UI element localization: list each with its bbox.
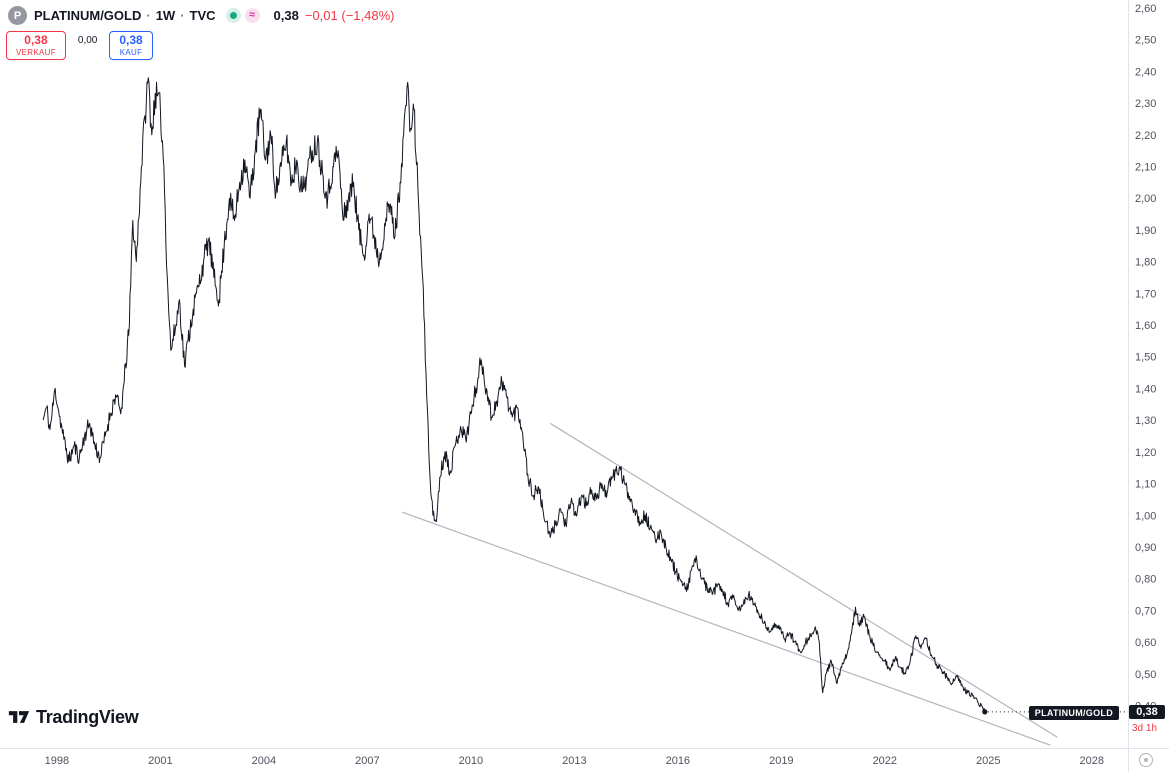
series-name-tag: PLATINUM/GOLD [1028, 706, 1119, 720]
price-axis-label: 1,90 [1135, 225, 1156, 237]
tradingview-logo-icon [8, 711, 30, 723]
time-axis-label: 2001 [148, 755, 172, 767]
price-axis-label: 1,30 [1135, 415, 1156, 427]
chart-settings-dot [1144, 758, 1148, 762]
buy-label: KAUF [119, 47, 143, 57]
price-axis-label: 1,70 [1135, 288, 1156, 300]
price-axis-label: 2,30 [1135, 98, 1156, 110]
exchange-label[interactable]: TVC [189, 8, 216, 23]
price-axis-label: 2,00 [1135, 193, 1156, 205]
time-axis-label: 2019 [769, 755, 793, 767]
tradingview-logo-text: TradingView [36, 706, 139, 727]
price-axis[interactable] [1128, 0, 1169, 748]
time-axis-label: 2004 [252, 755, 276, 767]
buy-price: 0,38 [119, 33, 143, 47]
trade-panel: 0,38 VERKAUF 0,00 0,38 KAUF [6, 31, 153, 60]
chart-settings-icon[interactable] [1139, 753, 1153, 767]
price-axis-label: 0,60 [1135, 637, 1156, 649]
price-axis-label: 2,10 [1135, 161, 1156, 173]
price-axis-label: 1,00 [1135, 510, 1156, 522]
synthetic-symbol-icon[interactable]: ≈ [244, 8, 260, 23]
tradingview-logo[interactable]: TradingView [8, 706, 139, 728]
price-axis-label: 1,20 [1135, 447, 1156, 459]
sell-button[interactable]: 0,38 VERKAUF [6, 31, 66, 60]
spread-value: 0,00 [77, 34, 98, 46]
time-axis-label: 2010 [459, 755, 483, 767]
time-axis-label: 2025 [976, 755, 1000, 767]
bar-close-countdown: 3d 1h [1132, 723, 1158, 734]
price-axis-label: 2,20 [1135, 130, 1156, 142]
price-axis-label: 1,10 [1135, 479, 1156, 491]
symbol-header: P PLATINUM/GOLD · 1W · TVC ≈ 0,38 −0,01 … [8, 6, 394, 25]
price-axis-label: 1,40 [1135, 383, 1156, 395]
price-axis-label: 0,70 [1135, 605, 1156, 617]
market-status-icon[interactable] [225, 8, 241, 23]
last-price-tag: 0,38 [1129, 705, 1165, 719]
trendline-upper[interactable] [549, 422, 1058, 738]
last-price-dot [982, 709, 988, 715]
time-axis-label: 2022 [873, 755, 897, 767]
time-axis-label: 1998 [45, 755, 69, 767]
time-axis-label: 2013 [562, 755, 586, 767]
time-axis-label: 2007 [355, 755, 379, 767]
price-axis-label: 1,50 [1135, 352, 1156, 364]
buy-button[interactable]: 0,38 KAUF [109, 31, 153, 60]
price-axis-label: 0,50 [1135, 669, 1156, 681]
price-axis-label: 1,80 [1135, 257, 1156, 269]
price-axis-label: 1,60 [1135, 320, 1156, 332]
price-axis-label: 0,90 [1135, 542, 1156, 554]
time-axis-label: 2028 [1080, 755, 1104, 767]
price-line[interactable] [42, 77, 986, 713]
price-axis-label: 2,40 [1135, 66, 1156, 78]
price-axis-label: 0,80 [1135, 574, 1156, 586]
sell-label: VERKAUF [16, 47, 56, 57]
time-axis-label: 2016 [666, 755, 690, 767]
sell-price: 0,38 [24, 33, 48, 47]
trendline-lower[interactable] [401, 511, 1051, 746]
time-axis[interactable] [0, 748, 1128, 772]
symbol-title[interactable]: PLATINUM/GOLD [34, 8, 142, 23]
title-separator: · [146, 8, 151, 23]
header-price-change: −0,01 (−1,48%) [304, 8, 395, 23]
symbol-logo-icon: P [8, 6, 27, 25]
header-last-price: 0,38 [273, 8, 299, 23]
status-dot-icon [229, 12, 237, 19]
interval-label[interactable]: 1W [155, 8, 176, 23]
title-separator: · [180, 8, 185, 23]
price-axis-label: 2,60 [1135, 3, 1156, 15]
price-axis-label: 2,50 [1135, 35, 1156, 47]
